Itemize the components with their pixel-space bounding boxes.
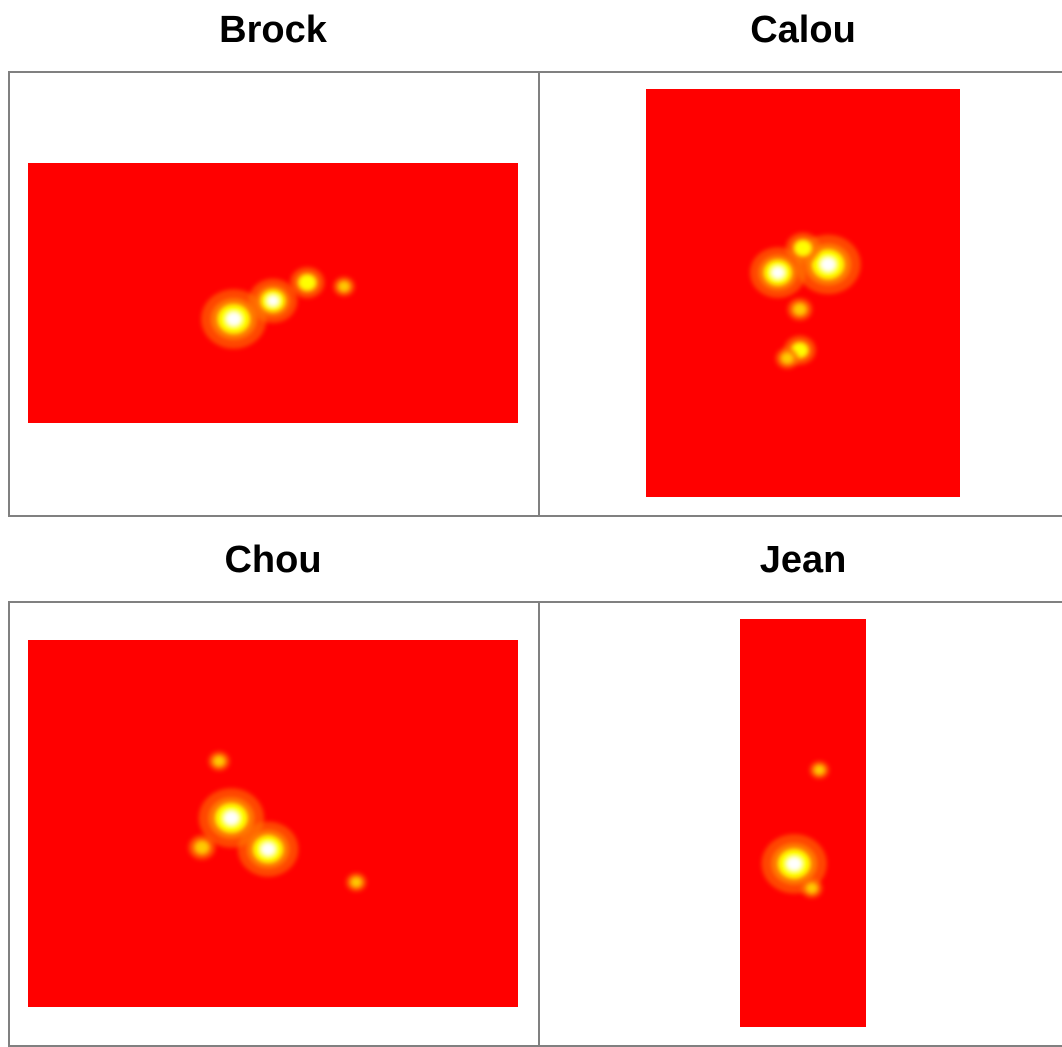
panel-title-brock: Brock (219, 9, 327, 51)
hotspot (787, 297, 813, 321)
panel-title-jean: Jean (759, 539, 847, 581)
hotspot (208, 751, 230, 771)
hotspot (801, 878, 823, 899)
heatmap-jean (740, 619, 866, 1027)
heatmap-background (740, 619, 866, 1027)
heatmap-background (646, 89, 960, 497)
hotspot (761, 834, 827, 894)
panel-title-calou: Calou (750, 9, 856, 51)
hotspot (248, 278, 298, 323)
heatmap-svg-calou (646, 89, 960, 497)
hotspot (785, 232, 821, 264)
heatmap-svg-jean (740, 619, 866, 1027)
heatmap-svg-brock (28, 163, 518, 423)
heatmap-calou (646, 89, 960, 497)
heatmap-chou (28, 640, 518, 1007)
hotspot (237, 821, 299, 877)
hotspot (333, 276, 355, 297)
hotspot (345, 872, 367, 892)
hotspot (809, 760, 830, 779)
panel-title-chou: Chou (224, 539, 322, 581)
heatmap-svg-chou (28, 640, 518, 1007)
heatmap-brock (28, 163, 518, 423)
hotspot (775, 347, 800, 369)
hotspot (188, 834, 216, 860)
hotspot (290, 266, 325, 299)
